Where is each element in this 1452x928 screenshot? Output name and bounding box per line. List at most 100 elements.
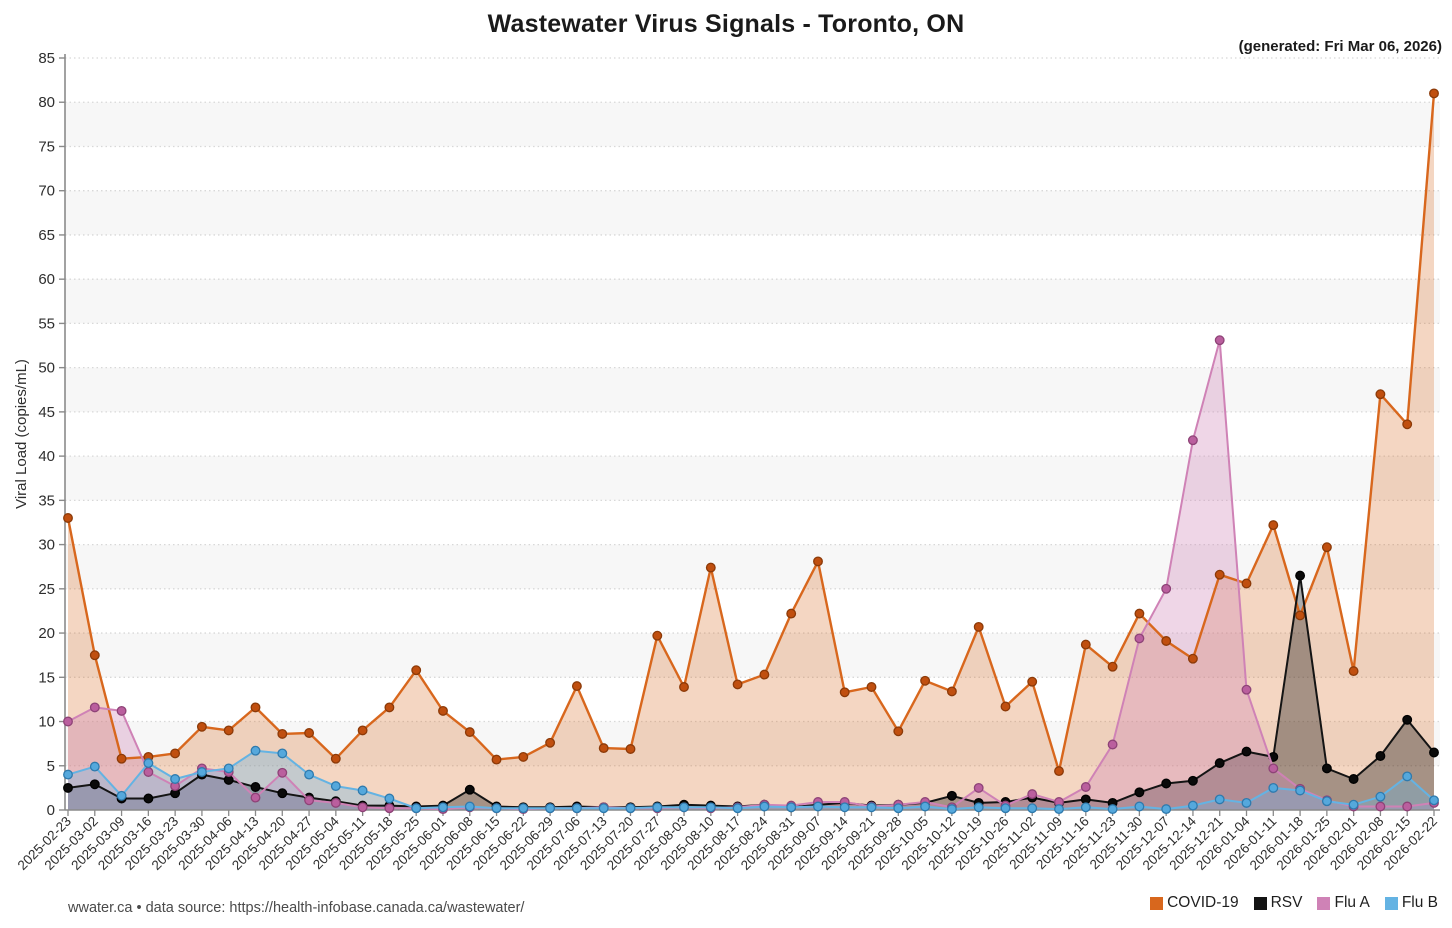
legend-label-flu-a: Flu A [1334,894,1370,911]
data-point-marker [1348,774,1359,784]
data-point-marker [1268,520,1279,531]
y-tick-label: 5 [47,758,55,775]
data-point-marker [652,630,663,641]
data-point-marker [63,782,73,793]
data-point-marker [920,675,931,686]
data-point-marker [330,781,341,792]
data-point-marker [1321,542,1332,553]
data-point-marker [1295,610,1306,621]
data-point-marker [143,793,154,804]
data-point-marker [786,608,797,619]
data-point-marker [1161,804,1172,815]
data-point-marker [1214,569,1225,580]
data-point-marker [946,804,957,815]
series-covid-19 [63,88,1439,777]
generated-timestamp: (generated: Fri Mar 06, 2026) [1238,38,1442,55]
data-point-marker [1295,785,1306,796]
legend-item-covid-19: COVID-19 [1150,894,1239,912]
data-point-marker [1268,782,1279,793]
data-point-marker [250,792,261,803]
data-point-marker [89,702,100,713]
band [65,721,1440,766]
data-point-marker [1161,636,1172,646]
area-fill-flu-b [68,750,1434,810]
data-point-marker [625,744,636,754]
data-point-marker [652,802,663,813]
data-point-marker [411,803,422,814]
area-fill-covid-19 [68,93,1434,810]
data-point-marker [1214,758,1225,769]
data-point-marker [1107,739,1118,750]
data-point-marker [143,767,154,777]
data-point-marker [839,802,850,813]
data-point-marker [357,785,368,796]
y-axis-title: Viral Load (copies/mL) [13,359,30,509]
data-point-marker [196,767,207,777]
data-point-marker [893,803,904,814]
band [65,102,1440,147]
data-point-marker [1054,766,1064,777]
data-point-marker [63,769,73,780]
data-point-marker [1107,661,1118,672]
legend-item-rsv: RSV [1253,894,1302,912]
y-tick-label: 55 [38,315,55,332]
data-point-marker [384,702,395,713]
legend-item-flu-a: Flu A [1317,894,1370,912]
data-point-marker [438,705,448,716]
data-point-marker [357,725,368,736]
data-point-marker [1268,763,1279,774]
data-point-marker [411,665,422,676]
data-point-marker [1161,778,1172,789]
data-point-marker [839,687,850,698]
data-point-marker [973,621,984,632]
data-point-marker [1000,701,1011,712]
data-point-marker [304,795,315,806]
data-point-marker [1214,335,1225,346]
data-point-marker [143,758,154,769]
data-point-marker [946,686,957,697]
y-tick-label: 80 [38,94,55,111]
band [65,456,1440,501]
band [65,367,1440,412]
data-point-marker [1429,88,1439,99]
data-point-marker [1348,666,1359,677]
series-flu-b [63,745,1439,815]
data-point-marker [946,790,957,801]
data-point-marker [1375,801,1386,812]
data-point-marker [116,790,127,801]
data-point-marker [63,716,73,727]
data-point-marker [223,763,234,774]
data-point-marker [1187,800,1198,811]
data-point-marker [277,728,288,739]
data-point-marker [1107,804,1118,815]
data-point-marker [464,801,475,812]
data-point-marker [893,726,904,737]
data-point-marker [491,754,502,765]
data-point-marker [1402,801,1413,812]
data-point-marker [357,802,368,813]
data-point-marker [1187,435,1198,446]
y-tick-label: 0 [47,802,55,819]
data-point-marker [1080,639,1091,650]
data-point-marker [1027,789,1038,800]
y-tick-label: 50 [38,360,55,377]
data-point-marker [63,513,73,523]
data-point-marker [1241,578,1252,589]
band [65,279,1440,324]
data-point-marker [1241,684,1252,695]
y-tick-label: 35 [38,492,55,509]
data-point-marker [330,753,341,764]
data-point-marker [438,802,448,813]
data-point-marker [1214,794,1225,805]
data-point-marker [625,803,636,814]
legend-label-flu-b: Flu B [1401,894,1438,911]
data-point-marker [571,803,582,814]
data-point-marker [1402,771,1413,782]
data-point-marker [170,748,181,759]
data-point-marker [223,725,234,736]
data-point-marker [1027,676,1038,687]
data-point-marker [1187,653,1198,664]
data-point-marker [759,801,770,812]
